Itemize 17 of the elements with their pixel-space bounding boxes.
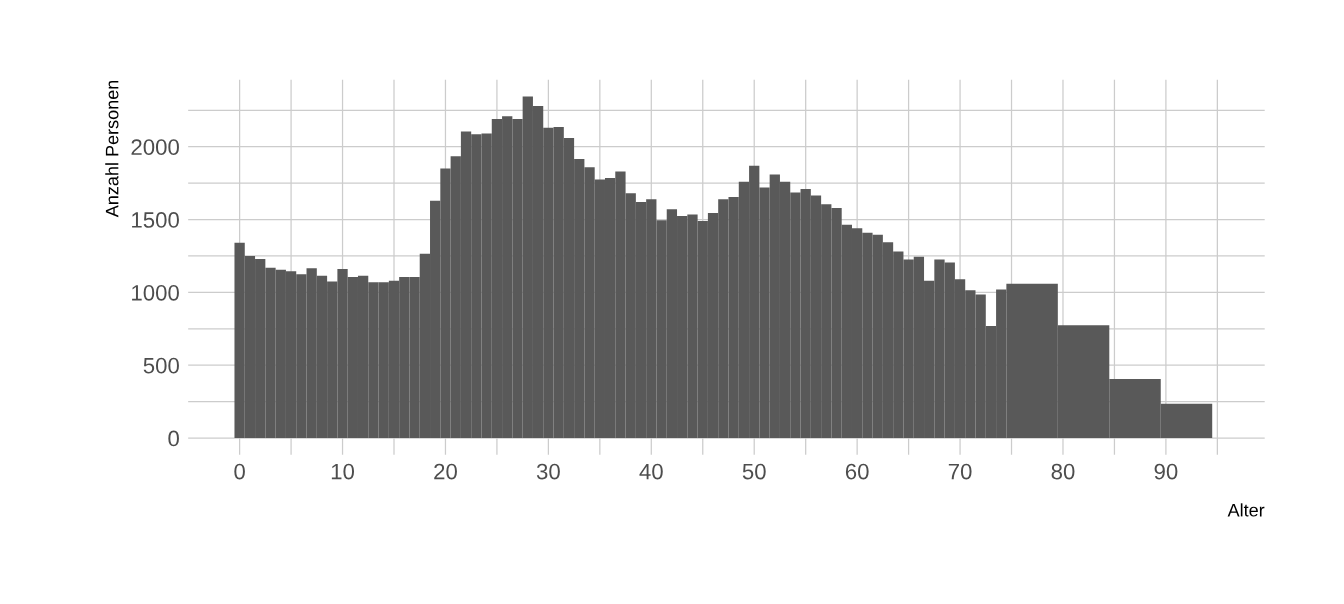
x-tick-label: 90 <box>1154 463 1178 480</box>
x-tick-label: 50 <box>742 463 766 480</box>
y-tick-label: 2000 <box>131 139 179 155</box>
y-tick-label: 1000 <box>132 284 179 301</box>
x-tick-label: 60 <box>845 463 869 480</box>
x-tick-label: 40 <box>639 463 663 480</box>
x-tick-label: 0 <box>234 463 245 480</box>
x-tick-label: 80 <box>1051 463 1075 480</box>
y-tick-label: 1500 <box>132 212 179 228</box>
x-tick-label: 30 <box>536 463 560 480</box>
x-tick-label: 10 <box>331 463 355 480</box>
y-axis-title: Anzahl Personen <box>105 80 119 218</box>
x-tick-label: 70 <box>948 463 972 480</box>
x-tick-label: 20 <box>434 463 457 480</box>
y-tick-label: 0 <box>168 430 179 447</box>
x-axis-title: Alter <box>1227 503 1265 517</box>
y-tick-label: 500 <box>143 357 179 374</box>
